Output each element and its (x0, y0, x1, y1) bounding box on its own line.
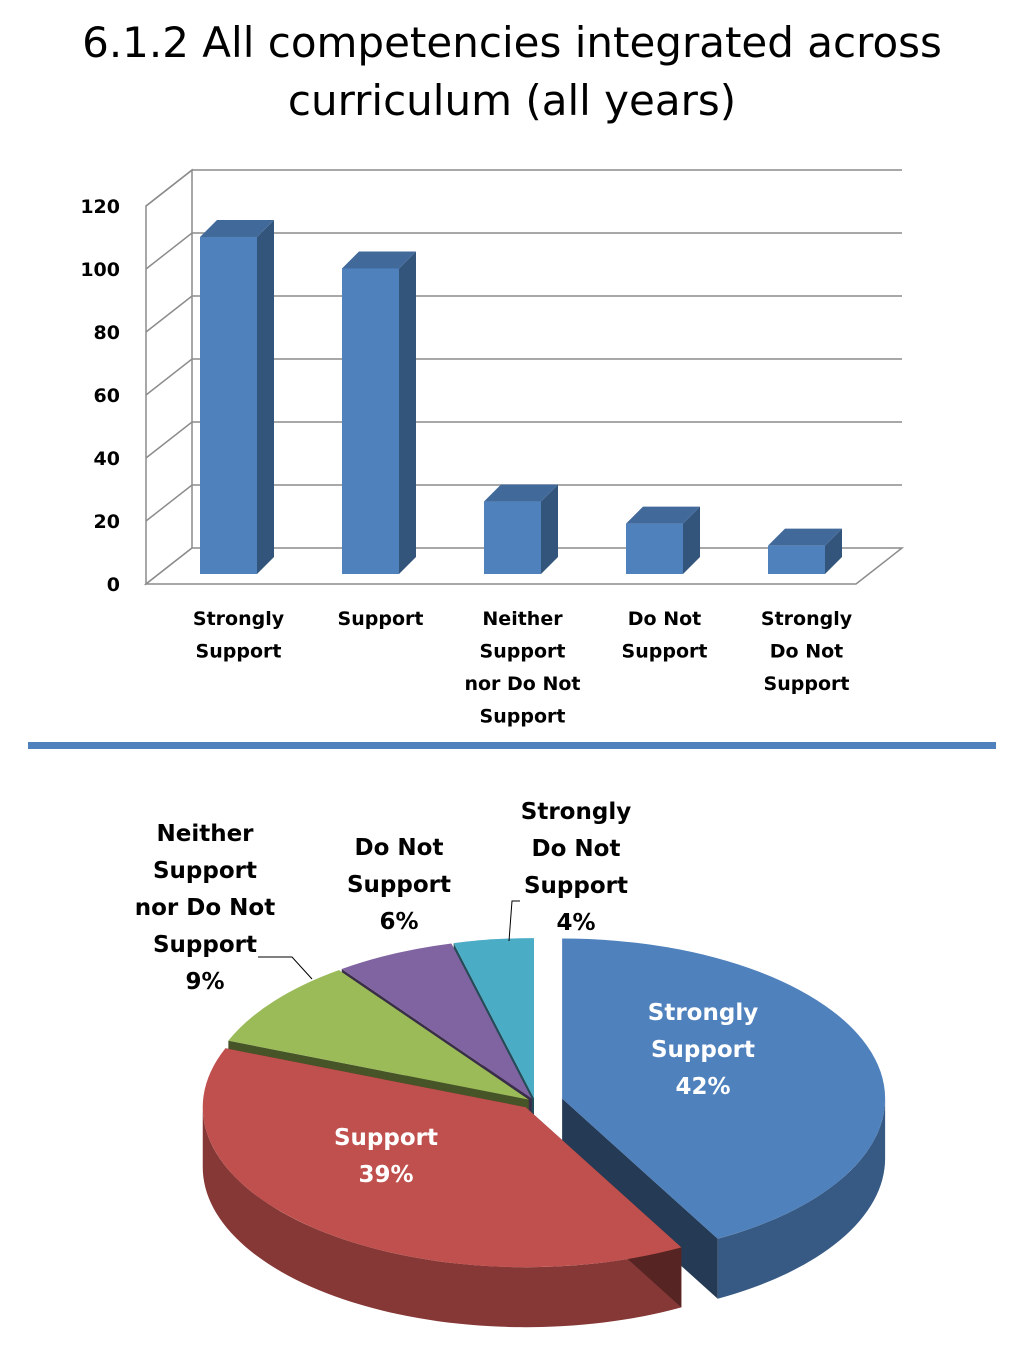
pie-slice-top (228, 970, 529, 1100)
pie-slice-wall (202, 1107, 682, 1328)
bar-top (768, 528, 842, 546)
bar-top (626, 506, 700, 524)
pie-data-label: Do Not Support 6% (347, 835, 451, 935)
y-tick-label: 0 (107, 574, 120, 596)
bar-side (541, 484, 558, 574)
pie-data-label: Support 39% (334, 1125, 438, 1188)
bar-top (342, 251, 416, 269)
pie-leader-line (508, 900, 520, 942)
bar-chart: 0 20 40 60 80 100 120 Strongly Support Support Nei… (80, 168, 905, 728)
y-tick-label: 20 (94, 511, 120, 533)
chart-title: 6.1.2 All competencies integrated across… (0, 14, 1024, 130)
bar-front (626, 523, 683, 574)
pie-slice (202, 1048, 682, 1328)
pie-slice-top (562, 938, 886, 1239)
bar-gridline (145, 232, 902, 270)
y-tick-label: 80 (94, 322, 120, 344)
y-tick-label: 100 (80, 259, 120, 281)
bar-side (683, 506, 700, 574)
pie-chart: Strongly Support 42% Support 39% Neither Suppo… (135, 799, 886, 1328)
x-tick-label: Strongly Do Not Support (761, 608, 853, 695)
bar (342, 251, 416, 574)
bar (768, 528, 842, 574)
pie-leader-line (258, 956, 313, 980)
x-tick-label: Do Not Support (622, 608, 708, 663)
chart-title-line-1: 6.1.2 All competencies integrated across (82, 18, 942, 67)
y-tick-label: 120 (80, 196, 120, 218)
pie-data-label: Neither Support nor Do Not Support 9% (135, 821, 275, 995)
bar-gridline (145, 484, 902, 522)
x-tick-label: Neither Support nor Do Not Support (464, 608, 580, 728)
bar-front (342, 268, 399, 574)
bar-side (399, 251, 416, 574)
bar-gridline (145, 169, 902, 207)
bar-side (825, 528, 842, 574)
bar (200, 219, 274, 574)
section-divider (28, 742, 996, 749)
bar-front (768, 545, 825, 574)
pie-data-label: Strongly Support 42% (648, 1000, 758, 1100)
bar-gridline (145, 295, 902, 333)
pie-slice-top (341, 943, 532, 1099)
pie-slice-top (453, 938, 534, 1099)
bar-front (484, 501, 541, 574)
pie-slice-top (202, 1048, 682, 1268)
y-tick-label: 40 (94, 448, 120, 470)
bar-gridline (145, 421, 902, 459)
x-tick-label: Support (338, 608, 424, 630)
bar-side (257, 219, 274, 574)
bar-front (200, 236, 257, 574)
bar-gridline (145, 358, 902, 396)
pie-data-label: Strongly Do Not Support 4% (521, 799, 631, 936)
bar (484, 484, 558, 574)
bar-top (200, 219, 274, 237)
x-tick-label: Strongly Support (193, 608, 285, 663)
bar (626, 506, 700, 574)
y-tick-label: 60 (94, 385, 120, 407)
bar-top (484, 484, 558, 502)
chart-title-line-2: curriculum (all years) (287, 76, 737, 125)
pie-slice-wall (717, 1098, 886, 1299)
